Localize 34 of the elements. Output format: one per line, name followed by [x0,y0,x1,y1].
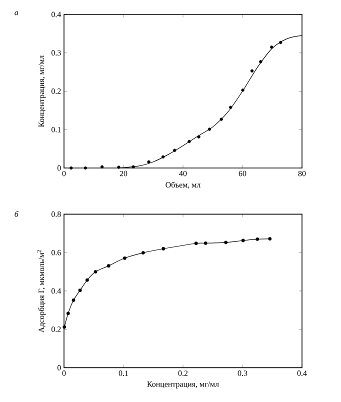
point [268,237,272,240]
point [250,69,254,73]
point [220,118,223,121]
point [208,128,212,131]
point [278,40,282,44]
point [72,298,76,302]
point [194,242,198,246]
point [78,288,82,292]
point [173,148,176,152]
point [117,166,120,169]
point [62,325,66,329]
point [162,247,166,250]
point [224,240,228,244]
point [147,160,150,164]
point [122,256,126,260]
point [86,278,89,282]
point [188,140,191,144]
point [229,106,232,109]
point [197,135,200,139]
point [241,88,244,92]
point [66,312,70,316]
point [241,238,245,242]
point [94,270,98,274]
point [70,166,73,170]
point [84,166,88,170]
point [256,237,260,241]
point [259,60,262,64]
point [161,155,165,158]
point [141,251,145,254]
point [100,165,104,168]
point [204,241,208,245]
point [270,46,274,49]
point [132,165,135,168]
point [106,264,110,268]
